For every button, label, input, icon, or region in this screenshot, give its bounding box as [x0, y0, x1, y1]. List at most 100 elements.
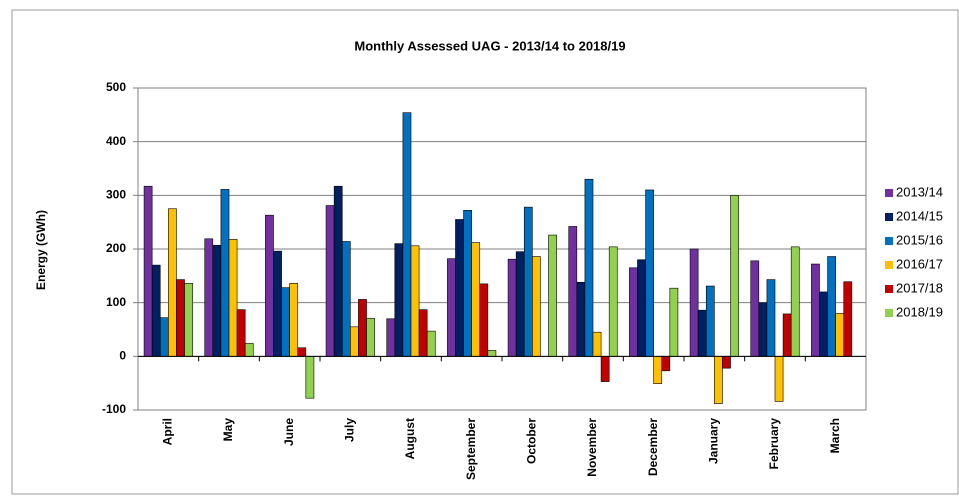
- bar: [410, 245, 420, 357]
- bar: [790, 246, 800, 357]
- bar: [184, 283, 193, 357]
- bar: [576, 281, 586, 357]
- bar: [608, 246, 618, 357]
- bar: [689, 248, 699, 357]
- x-tick-label: April: [161, 418, 175, 445]
- bar: [819, 291, 828, 357]
- bar: [366, 317, 375, 357]
- bar: [507, 258, 517, 357]
- bar: [386, 318, 396, 357]
- bar: [418, 309, 428, 357]
- bar: [471, 242, 481, 357]
- bar: [341, 241, 351, 357]
- bar: [532, 256, 541, 357]
- bar: [568, 226, 578, 357]
- bar: [697, 309, 707, 357]
- bar: [273, 250, 282, 357]
- x-tick-label: December: [646, 418, 660, 476]
- legend-swatch: [885, 309, 893, 317]
- bar: [600, 356, 610, 382]
- bar: [305, 356, 315, 399]
- bar: [426, 330, 436, 357]
- bar: [669, 287, 679, 357]
- bar: [463, 210, 472, 357]
- bar: [843, 281, 853, 357]
- bar: [811, 263, 820, 357]
- y-tick-label: -100: [102, 402, 126, 416]
- bar: [637, 259, 646, 357]
- bar: [455, 219, 464, 357]
- y-tick-label: 400: [106, 134, 126, 148]
- bar: [584, 178, 594, 357]
- bar: [479, 283, 489, 357]
- legend-swatch: [885, 285, 893, 293]
- bar: [297, 347, 307, 357]
- legend-label: 2016/17: [896, 256, 943, 271]
- bar: [758, 302, 768, 357]
- bar: [714, 356, 723, 404]
- bar: [487, 350, 497, 357]
- x-tick-label: March: [828, 418, 842, 453]
- bar: [629, 267, 638, 357]
- bar: [402, 112, 412, 357]
- bar: [394, 243, 404, 357]
- bar: [653, 356, 663, 385]
- legend-label: 2013/14: [896, 184, 943, 199]
- x-tick-label: August: [403, 418, 417, 459]
- y-axis-label: Energy (GWh): [34, 210, 48, 290]
- bar: [265, 214, 274, 357]
- legend-swatch: [885, 189, 893, 197]
- bar: [358, 299, 367, 357]
- bar: [722, 356, 731, 369]
- x-tick-label: June: [282, 418, 296, 446]
- legend-swatch: [885, 261, 893, 269]
- bar: [515, 251, 525, 357]
- bar: [168, 208, 177, 357]
- bar: [774, 356, 784, 402]
- y-tick-label: 100: [106, 295, 126, 309]
- x-tick-label: January: [707, 418, 721, 464]
- bar: [176, 279, 185, 357]
- bar: [228, 239, 238, 357]
- bar: [782, 313, 792, 357]
- y-tick-label: 500: [106, 80, 126, 94]
- legend-label: 2017/18: [896, 280, 943, 295]
- bar: [523, 206, 533, 357]
- legend-label: 2015/16: [896, 232, 943, 247]
- bar: [212, 244, 222, 357]
- x-tick-label: September: [464, 418, 478, 480]
- chart-title: Monthly Assessed UAG - 2013/14 to 2018/1…: [354, 38, 625, 53]
- bar: [835, 313, 845, 357]
- bar: [750, 260, 760, 357]
- bar: [661, 356, 671, 372]
- x-tick-label: October: [525, 418, 539, 464]
- bar: [281, 287, 290, 357]
- bar: [325, 205, 335, 357]
- bar: [333, 185, 343, 357]
- bar: [592, 331, 602, 357]
- bar: [827, 256, 836, 357]
- bar: [766, 279, 776, 357]
- y-tick-label: 0: [119, 349, 126, 363]
- bar: [159, 317, 169, 357]
- x-tick-label: February: [767, 418, 781, 470]
- y-tick-label: 300: [106, 188, 126, 202]
- bar: [244, 343, 254, 357]
- legend-swatch: [885, 213, 893, 221]
- x-tick-label: July: [343, 418, 357, 442]
- bar: [548, 234, 557, 357]
- legend-swatch: [885, 237, 893, 245]
- legend-label: 2014/15: [896, 208, 943, 223]
- bar: [204, 238, 214, 357]
- bar: [350, 326, 359, 357]
- bar: [220, 189, 230, 357]
- bar: [289, 283, 299, 357]
- legend-label: 2018/19: [896, 304, 943, 319]
- y-tick-label: 200: [106, 241, 126, 255]
- bar: [705, 285, 715, 357]
- bar: [151, 264, 161, 357]
- bar: [143, 185, 153, 357]
- x-tick-label: May: [221, 418, 235, 442]
- bar: [447, 258, 456, 357]
